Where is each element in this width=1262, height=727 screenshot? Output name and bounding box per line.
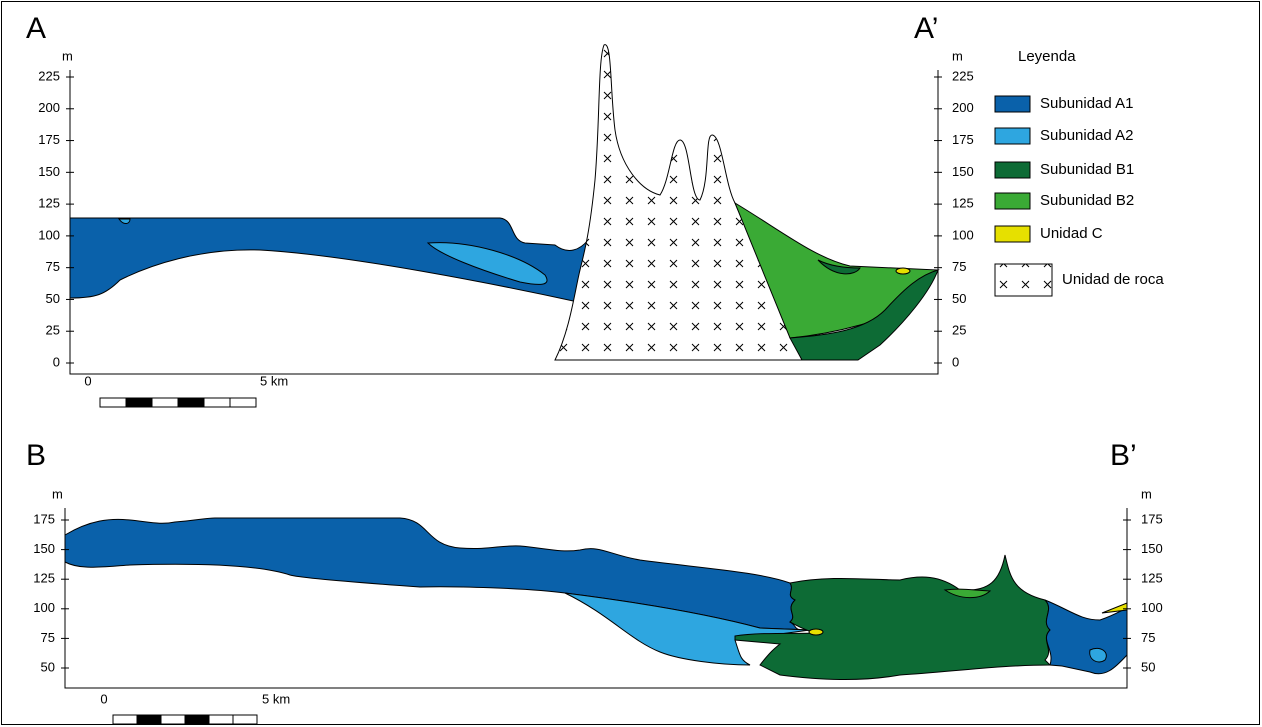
legend-swatch bbox=[994, 95, 1031, 113]
y-tick-label: 175 bbox=[33, 511, 55, 526]
y-tick-label: 75 bbox=[46, 259, 60, 274]
unit-label: m bbox=[52, 486, 63, 501]
section-label: A’ bbox=[914, 12, 938, 45]
legend-label: Subunidad A2 bbox=[1040, 127, 1133, 144]
y-tick-label: 225 bbox=[38, 68, 60, 83]
y-tick-label: 150 bbox=[1141, 541, 1163, 556]
y-tick-label: 25 bbox=[952, 323, 966, 338]
y-tick-label: 125 bbox=[952, 196, 974, 211]
legend-title: Leyenda bbox=[1018, 48, 1076, 65]
unit-label: m bbox=[62, 48, 73, 63]
subunit-a1 bbox=[64, 517, 811, 631]
legend-label: Subunidad B2 bbox=[1040, 192, 1134, 209]
y-tick-label: 125 bbox=[38, 196, 60, 211]
y-tick-label: 50 bbox=[1141, 659, 1155, 674]
legend-label: Unidad C bbox=[1040, 225, 1103, 242]
y-tick-label: 100 bbox=[952, 227, 974, 242]
section-label: B’ bbox=[1110, 439, 1137, 472]
rock-pattern bbox=[555, 44, 802, 361]
scale-bar bbox=[99, 397, 257, 408]
unit-c bbox=[1101, 602, 1128, 614]
y-tick-label: 125 bbox=[33, 571, 55, 586]
unit-label: m bbox=[1141, 486, 1152, 501]
legend-swatch bbox=[994, 263, 1053, 297]
subunit-a2 bbox=[426, 242, 548, 285]
subunit-b2 bbox=[943, 588, 992, 599]
subunit-a2 bbox=[118, 218, 131, 224]
unit-c bbox=[808, 628, 824, 636]
y-tick-label: 100 bbox=[38, 227, 60, 242]
subunit-b1 bbox=[789, 269, 939, 361]
scale-label: 0 bbox=[100, 691, 107, 706]
y-tick-label: 75 bbox=[41, 630, 55, 645]
section-label: B bbox=[26, 439, 46, 472]
scale-bar bbox=[112, 714, 258, 725]
y-tick-label: 50 bbox=[41, 659, 55, 674]
y-tick-label: 175 bbox=[952, 132, 974, 147]
subunit-a2 bbox=[1089, 647, 1107, 663]
scale-label: 5 km bbox=[262, 691, 290, 706]
legend-label: Unidad de roca bbox=[1062, 271, 1164, 288]
y-tick-label: 225 bbox=[952, 68, 974, 83]
unit-c bbox=[895, 267, 911, 275]
axis-frame bbox=[64, 508, 1128, 689]
y-tick-label: 25 bbox=[46, 323, 60, 338]
legend-label: Subunidad B1 bbox=[1040, 161, 1134, 178]
y-tick-label: 75 bbox=[952, 259, 966, 274]
y-tick-label: 175 bbox=[38, 132, 60, 147]
subunit-a2 bbox=[564, 592, 811, 666]
y-tick-label: 150 bbox=[952, 164, 974, 179]
unit-label: m bbox=[952, 48, 963, 63]
y-tick-label: 175 bbox=[1141, 511, 1163, 526]
legend-swatch bbox=[994, 161, 1031, 179]
legend-swatch bbox=[994, 225, 1031, 243]
legend: Subunidad A1 Subunidad A2 Subunidad B1 Subu… bbox=[994, 95, 1164, 297]
y-tick-label: 50 bbox=[46, 291, 60, 306]
y-tick-label: 0 bbox=[952, 354, 959, 369]
scale-label: 0 bbox=[84, 373, 91, 388]
y-tick-label: 150 bbox=[33, 541, 55, 556]
y-tick-label: 200 bbox=[38, 100, 60, 115]
y-tick-label: 125 bbox=[1141, 571, 1163, 586]
y-tick-label: 200 bbox=[952, 100, 974, 115]
y-tick-label: 100 bbox=[1141, 600, 1163, 615]
y-tick-label: 0 bbox=[53, 354, 60, 369]
y-tick-label: 50 bbox=[952, 291, 966, 306]
scale-label: 5 km bbox=[260, 373, 288, 388]
y-tick-label: 100 bbox=[33, 600, 55, 615]
y-tick-label: 150 bbox=[38, 164, 60, 179]
y-tick-label: 75 bbox=[1141, 630, 1155, 645]
subunit-a1 bbox=[69, 217, 589, 303]
legend-swatch bbox=[994, 192, 1031, 210]
legend-label: Subunidad A1 bbox=[1040, 95, 1133, 112]
section-label: A bbox=[26, 12, 46, 45]
subunit-b1 bbox=[817, 259, 861, 275]
legend-swatch bbox=[994, 127, 1031, 145]
